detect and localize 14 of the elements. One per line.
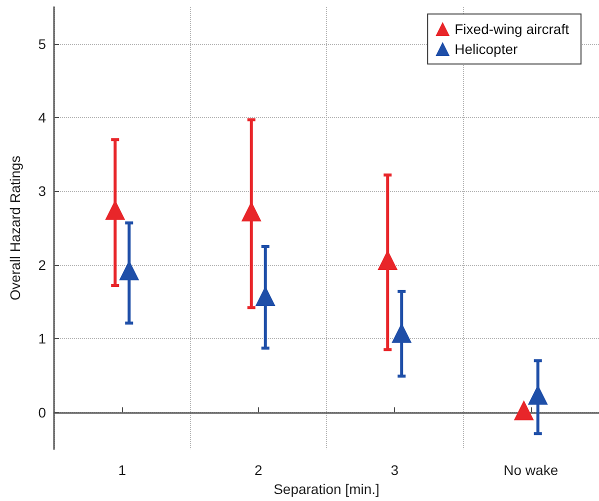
y-axis-title: Overall Hazard Ratings bbox=[7, 156, 23, 300]
y-tick-label: 4 bbox=[38, 110, 46, 126]
y-tick-label: 1 bbox=[38, 330, 46, 347]
y-tick-label: 3 bbox=[38, 183, 46, 200]
y-tick-label: 5 bbox=[38, 36, 46, 52]
y-tick-label: 0 bbox=[38, 404, 46, 420]
y-tick-label: 2 bbox=[38, 256, 46, 273]
legend-label: Fixed-wing aircraft bbox=[454, 21, 570, 37]
x-tick-label: 2 bbox=[254, 462, 262, 478]
x-tick-label: No wake bbox=[504, 462, 558, 478]
x-axis-title: Separation [min.] bbox=[274, 481, 380, 497]
x-tick-label: 3 bbox=[390, 462, 399, 478]
x-tick-label: 1 bbox=[118, 462, 126, 478]
legend-label: Helicopter bbox=[454, 41, 518, 57]
